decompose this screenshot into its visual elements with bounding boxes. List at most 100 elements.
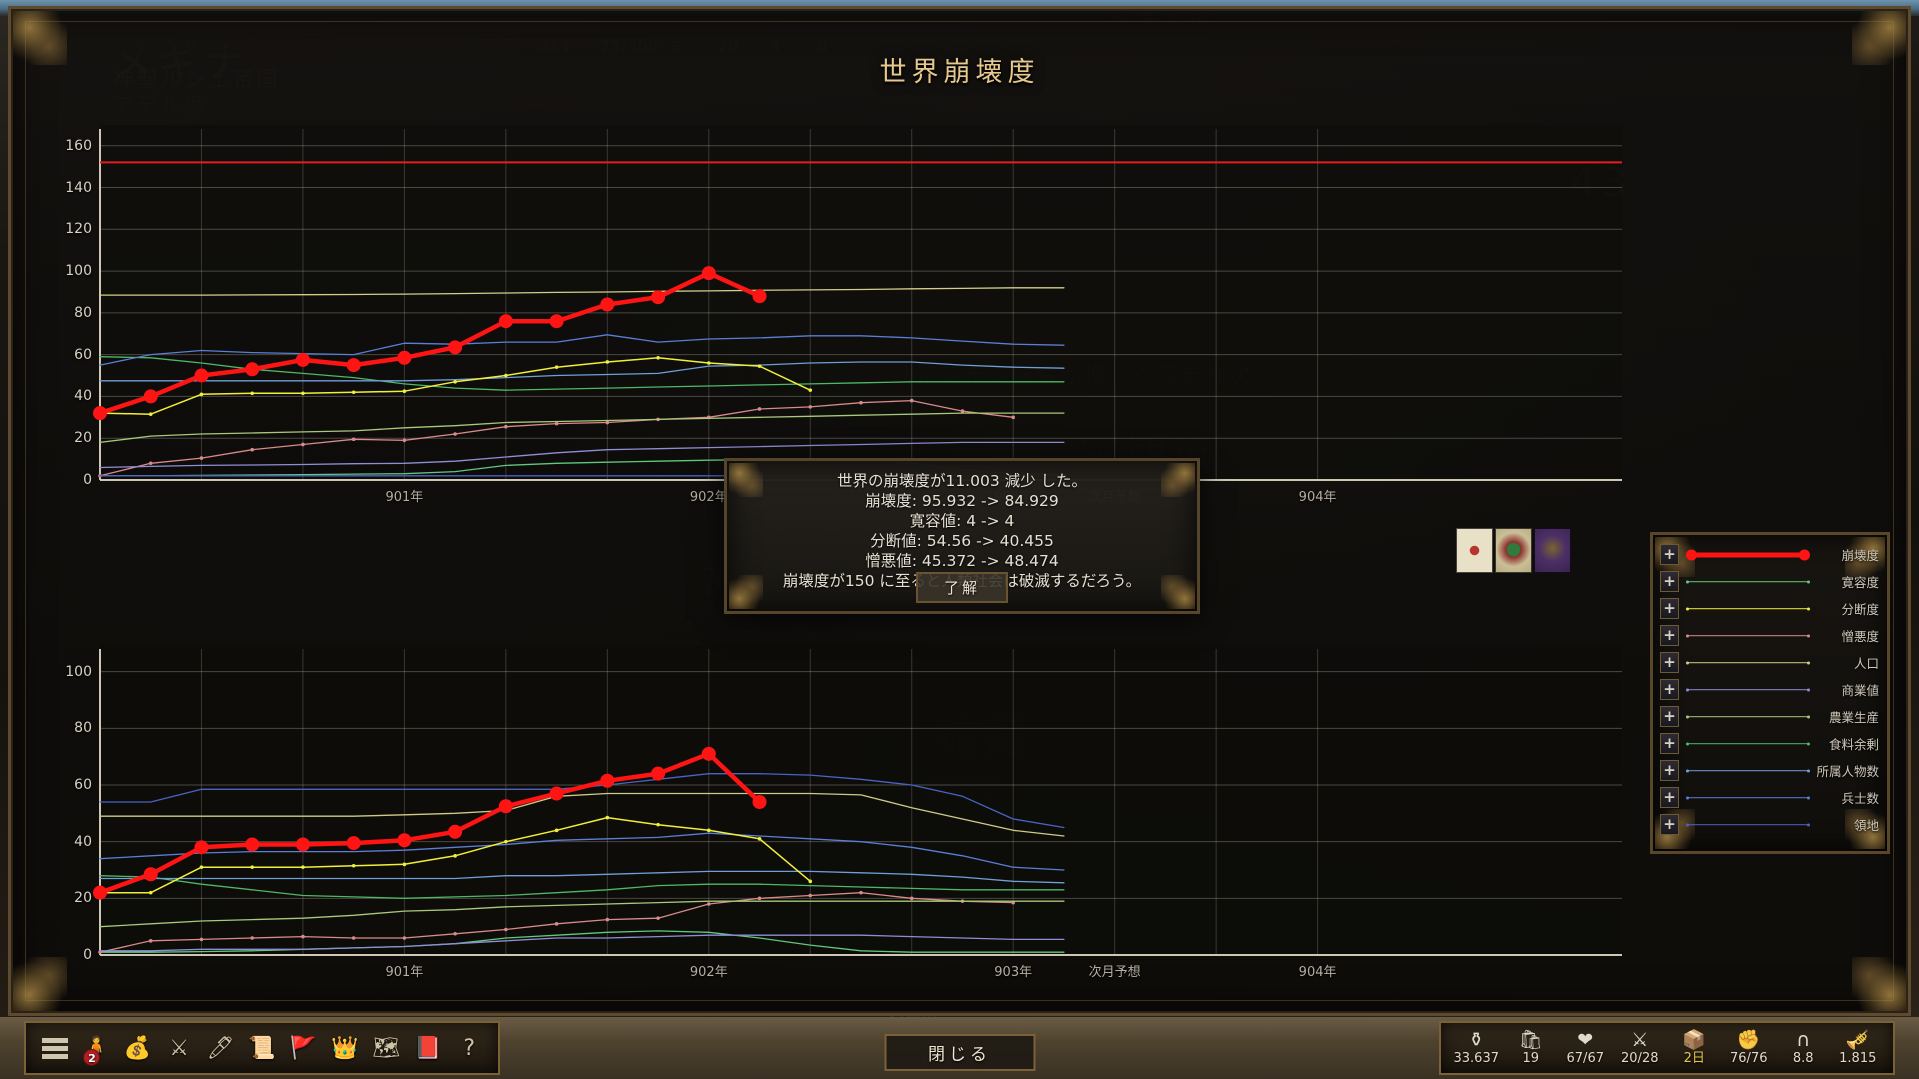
- series-point: [301, 442, 305, 447]
- x-axis-tick-label: 次月予想: [1088, 965, 1141, 980]
- y-axis-tick-label: 60: [74, 777, 92, 793]
- series-point: [504, 927, 508, 932]
- series-point: [808, 388, 813, 392]
- legend-marker-dot: [1807, 580, 1810, 583]
- toolbar-book-icon[interactable]: 📕: [409, 1026, 446, 1070]
- soldiers-value: 20/28: [1621, 1050, 1659, 1066]
- legend-row[interactable]: + 食料余剰: [1653, 730, 1887, 757]
- series-point: [199, 865, 204, 869]
- series-line: [99, 930, 1065, 953]
- card-emblem-row[interactable]: [1456, 528, 1571, 573]
- series-point: [148, 412, 153, 416]
- page-title: 世界崩壊度: [879, 57, 1040, 88]
- series-point: [605, 420, 610, 425]
- y-axis-tick-label: 20: [74, 890, 92, 907]
- series-point: [245, 837, 260, 852]
- legend-row[interactable]: + 所属人物数: [1653, 757, 1887, 784]
- legend-row[interactable]: + 憎悪度: [1653, 622, 1887, 649]
- series-point: [402, 438, 407, 443]
- legend-marker-dot: [1686, 823, 1689, 826]
- legend-row[interactable]: + 商業値: [1653, 676, 1887, 703]
- window-inner-border: [25, 21, 1894, 1001]
- legend-toggle-plus-icon[interactable]: +: [1660, 787, 1679, 808]
- dialog-ok-button[interactable]: 了解: [915, 572, 1009, 603]
- x-axis-tick-label: 904年: [1298, 490, 1337, 505]
- series-point: [504, 424, 508, 429]
- close-window-button[interactable]: 閉じる: [884, 1034, 1035, 1071]
- y-axis-tick-label: 0: [83, 472, 92, 488]
- legend-toggle-plus-icon[interactable]: +: [1660, 706, 1679, 727]
- series-point: [402, 862, 407, 867]
- legend-line: [1688, 742, 1808, 745]
- y-axis-tick-label: 40: [74, 388, 92, 405]
- legend-toggle-plus-icon[interactable]: +: [1660, 760, 1679, 781]
- legend-label: 分断度: [1841, 602, 1879, 617]
- series-point: [504, 839, 508, 844]
- series-point: [549, 786, 564, 801]
- resource-status-bar: ⚱ 33.637 🛍 19 ❤ 67/67 ⚔ 20/28 📦 2日 ✊ 76/76 ∩ 8.8 🎺 1.81…: [1439, 1021, 1895, 1075]
- series-point: [194, 840, 209, 855]
- card-emblem-red-icon[interactable]: [1456, 528, 1493, 573]
- series-point: [148, 939, 153, 943]
- series-point: [701, 746, 716, 761]
- toolbar-scroll-icon[interactable]: 📜: [243, 1026, 280, 1070]
- toolbar-menu-hamburger-icon[interactable]: [36, 1026, 73, 1070]
- legend-row[interactable]: + 農業生産: [1653, 703, 1887, 730]
- series-point: [651, 290, 666, 305]
- series-point: [453, 931, 457, 936]
- series-point: [808, 879, 813, 884]
- legend-row[interactable]: + 崩壊度: [1653, 541, 1887, 568]
- series-point: [909, 896, 914, 901]
- series-point: [909, 398, 914, 403]
- series-point: [351, 863, 356, 868]
- legend-toggle-plus-icon[interactable]: +: [1660, 598, 1679, 619]
- series-point: [651, 766, 666, 781]
- series-point: [250, 865, 254, 869]
- y-axis-tick-label: 60: [74, 346, 92, 363]
- legend-toggle-plus-icon[interactable]: +: [1660, 544, 1679, 565]
- legend-row[interactable]: + 人口: [1653, 649, 1887, 676]
- legend-color-swatch: [1686, 656, 1810, 670]
- toolbar-map-icon[interactable]: 🗺: [368, 1026, 405, 1070]
- status-horn: 🎺 1.815: [1831, 1029, 1886, 1067]
- legend-toggle-plus-icon[interactable]: +: [1660, 571, 1679, 592]
- legend-color-swatch: [1686, 548, 1810, 562]
- card-emblem-purple-icon[interactable]: [1534, 528, 1571, 573]
- legend-marker-dot: [1807, 688, 1810, 691]
- series-line: [97, 751, 762, 895]
- series-point: [707, 361, 711, 365]
- toolbar-person-icon[interactable]: 🧍 2: [77, 1026, 114, 1070]
- series-point: [656, 916, 660, 920]
- legend-color-swatch: [1686, 818, 1810, 832]
- series-point: [960, 409, 965, 413]
- toolbar-quill-icon[interactable]: 🖊: [202, 1026, 239, 1070]
- toolbar-crown-icon[interactable]: 👑: [326, 1026, 363, 1070]
- series-point: [453, 854, 457, 858]
- legend-row[interactable]: + 領地: [1653, 811, 1887, 838]
- series-line: [97, 270, 762, 416]
- legend-row[interactable]: + 分断度: [1653, 595, 1887, 622]
- legend-marker-dot: [1807, 769, 1810, 772]
- toolbar-money-bag-icon[interactable]: 💰: [119, 1026, 156, 1070]
- series-point: [143, 389, 158, 404]
- toolbar-help-icon[interactable]: ?: [451, 1026, 488, 1070]
- series-point: [600, 297, 615, 312]
- status-food-bag: 🛍 19: [1504, 1029, 1559, 1067]
- legend-row[interactable]: + 寛容度: [1653, 568, 1887, 595]
- x-axis-tick-label: 903年: [994, 965, 1033, 980]
- book-glyph: 📕: [414, 1035, 442, 1061]
- legend-toggle-plus-icon[interactable]: +: [1660, 814, 1679, 835]
- series-point: [250, 391, 254, 396]
- toolbar-soldiers-icon[interactable]: ⚔: [160, 1026, 197, 1070]
- legend-toggle-plus-icon[interactable]: +: [1660, 733, 1679, 754]
- card-emblem-green-icon[interactable]: [1495, 528, 1532, 573]
- legend-toggle-plus-icon[interactable]: +: [1660, 652, 1679, 673]
- legend-row[interactable]: + 兵士数: [1653, 784, 1887, 811]
- legend-toggle-plus-icon[interactable]: +: [1660, 679, 1679, 700]
- legend-color-swatch: [1686, 629, 1810, 643]
- toolbar-flags-icon[interactable]: 🚩: [285, 1026, 322, 1070]
- legend-toggle-plus-icon[interactable]: +: [1660, 625, 1679, 646]
- series-line: [99, 361, 1065, 382]
- legend-panel: + 崩壊度 + 寛容度 + 分断度 + 憎悪度 + 人口 + 商業値 + 農業生産 + 食料余剰 + 所属人物数 +…: [1650, 532, 1890, 854]
- y-axis-tick-label: 20: [74, 430, 92, 447]
